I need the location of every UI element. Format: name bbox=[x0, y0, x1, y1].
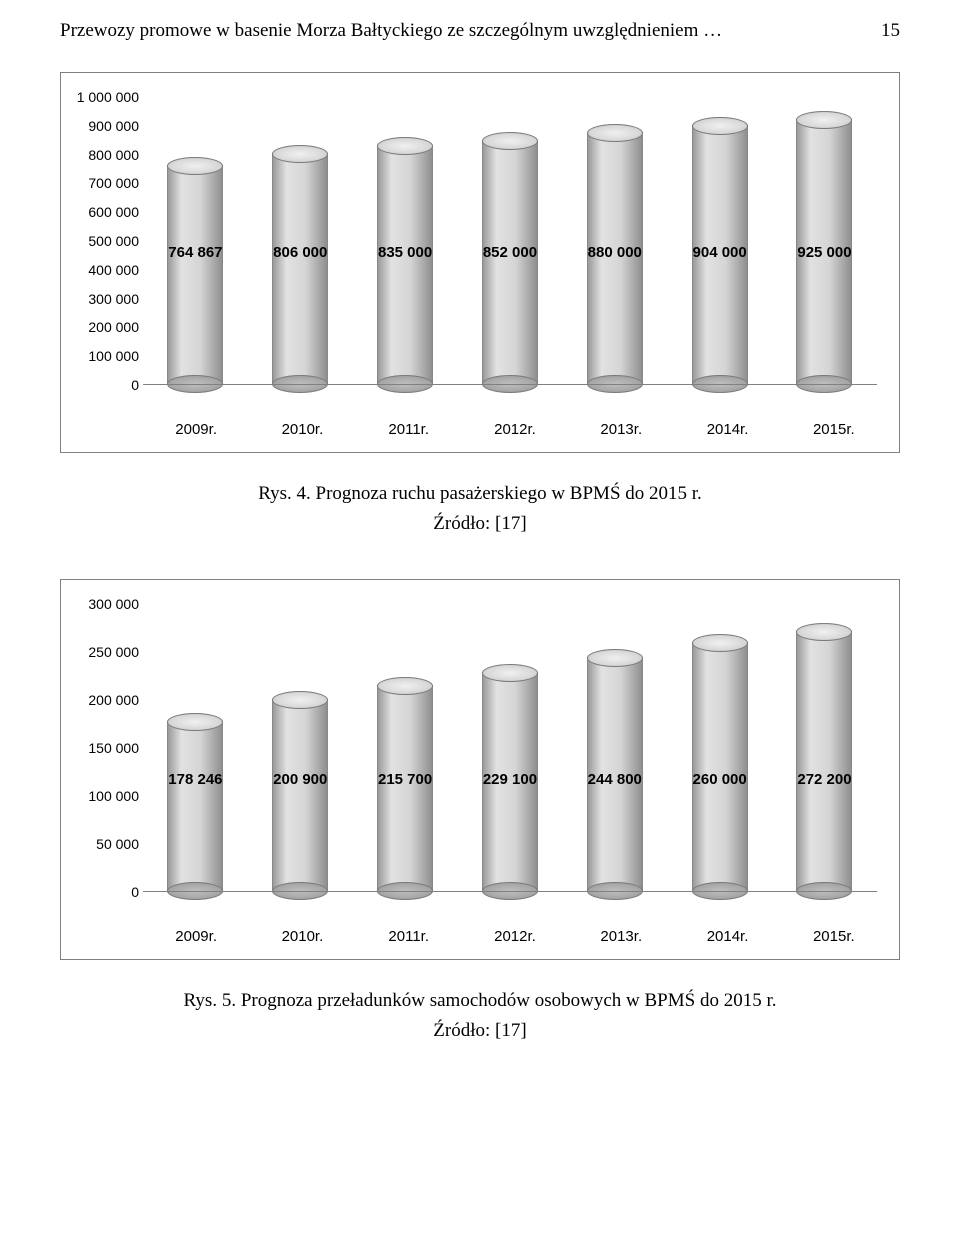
chart-ytick: 150 000 bbox=[73, 740, 139, 756]
chart-value-label: 904 000 bbox=[693, 244, 747, 261]
chart-ytick: 300 000 bbox=[73, 291, 139, 307]
chart-2-inner: 178 246 200 900 215 700 229 100 244 800 260 0… bbox=[61, 580, 899, 959]
chart-2: 178 246 200 900 215 700 229 100 244 800 260 0… bbox=[60, 579, 900, 960]
chart-xlabel: 2013r. bbox=[581, 421, 661, 438]
chart-xlabel: 2014r. bbox=[688, 928, 768, 945]
chart-bar bbox=[796, 631, 852, 892]
chart-ytick: 1 000 000 bbox=[73, 89, 139, 105]
chart-bar bbox=[692, 642, 748, 892]
chart-bar bbox=[377, 145, 433, 385]
chart-bar-column: 925 000 bbox=[784, 119, 864, 385]
chart-xlabel: 2010r. bbox=[262, 421, 342, 438]
chart-bar-column: 835 000 bbox=[365, 145, 445, 385]
chart-1-inner: 764 867 806 000 835 000 852 000 880 000 904 0… bbox=[61, 73, 899, 452]
chart-2-axis bbox=[143, 891, 877, 892]
chart-bar-column: 904 000 bbox=[680, 125, 760, 385]
chart-bar-column: 272 200 bbox=[784, 631, 864, 892]
chart-bar bbox=[167, 721, 223, 892]
chart-value-label: 764 867 bbox=[168, 244, 222, 261]
page: Przewozy promowe w basenie Morza Bałtyck… bbox=[0, 0, 960, 1092]
chart-value-label: 806 000 bbox=[273, 244, 327, 261]
chart-2-caption: Rys. 5. Prognoza przeładunków samochodów… bbox=[60, 990, 900, 1012]
chart-bar-column: 178 246 bbox=[155, 721, 235, 892]
chart-xlabel: 2013r. bbox=[581, 928, 661, 945]
chart-ytick: 200 000 bbox=[73, 692, 139, 708]
chart-bar-column: 880 000 bbox=[575, 132, 655, 385]
chart-xlabel: 2010r. bbox=[262, 928, 342, 945]
chart-bar bbox=[482, 140, 538, 385]
chart-1-xlabels: 2009r. 2010r. 2011r. 2012r. 2013r. 2014r. 2015… bbox=[73, 415, 887, 452]
chart-ytick: 250 000 bbox=[73, 644, 139, 660]
chart-value-label: 260 000 bbox=[693, 771, 747, 788]
chart-2-xlabels: 2009r. 2010r. 2011r. 2012r. 2013r. 2014r. 2015… bbox=[73, 922, 887, 959]
running-head: Przewozy promowe w basenie Morza Bałtyck… bbox=[60, 20, 900, 42]
chart-bar-column: 764 867 bbox=[155, 165, 235, 385]
chart-bar bbox=[167, 165, 223, 385]
chart-ytick: 0 bbox=[73, 884, 139, 900]
chart-xlabel: 2015r. bbox=[794, 928, 874, 945]
chart-value-label: 215 700 bbox=[378, 771, 432, 788]
chart-2-bars: 178 246 200 900 215 700 229 100 244 800 260 0… bbox=[143, 592, 877, 892]
chart-1: 764 867 806 000 835 000 852 000 880 000 904 0… bbox=[60, 72, 900, 453]
chart-1-source: Źródło: [17] bbox=[60, 513, 900, 535]
chart-ytick: 500 000 bbox=[73, 233, 139, 249]
chart-value-label: 925 000 bbox=[797, 244, 851, 261]
chart-xlabel: 2015r. bbox=[794, 421, 874, 438]
chart-value-label: 852 000 bbox=[483, 244, 537, 261]
page-number: 15 bbox=[881, 20, 900, 42]
chart-bar-column: 215 700 bbox=[365, 685, 445, 892]
chart-ytick: 100 000 bbox=[73, 348, 139, 364]
chart-1-caption: Rys. 4. Prognoza ruchu pasażerskiego w B… bbox=[60, 483, 900, 505]
chart-value-label: 229 100 bbox=[483, 771, 537, 788]
chart-ytick: 900 000 bbox=[73, 118, 139, 134]
chart-xlabel: 2012r. bbox=[475, 421, 555, 438]
chart-1-plot: 764 867 806 000 835 000 852 000 880 000 904 0… bbox=[143, 85, 877, 415]
chart-bar-column: 200 900 bbox=[260, 699, 340, 892]
chart-value-label: 244 800 bbox=[588, 771, 642, 788]
chart-2-plot: 178 246 200 900 215 700 229 100 244 800 260 0… bbox=[143, 592, 877, 922]
chart-value-label: 835 000 bbox=[378, 244, 432, 261]
chart-bar-column: 806 000 bbox=[260, 153, 340, 385]
chart-1-axis bbox=[143, 384, 877, 385]
running-title: Przewozy promowe w basenie Morza Bałtyck… bbox=[60, 20, 722, 42]
chart-bar bbox=[377, 685, 433, 892]
chart-xlabel: 2009r. bbox=[156, 421, 236, 438]
chart-xlabel: 2012r. bbox=[475, 928, 555, 945]
chart-ytick: 600 000 bbox=[73, 204, 139, 220]
chart-ytick: 700 000 bbox=[73, 175, 139, 191]
chart-2-source: Źródło: [17] bbox=[60, 1020, 900, 1042]
chart-bar bbox=[272, 699, 328, 892]
chart-ytick: 400 000 bbox=[73, 262, 139, 278]
chart-bar-column: 260 000 bbox=[680, 642, 760, 892]
chart-xlabel: 2009r. bbox=[156, 928, 236, 945]
chart-value-label: 200 900 bbox=[273, 771, 327, 788]
chart-value-label: 880 000 bbox=[588, 244, 642, 261]
chart-ytick: 0 bbox=[73, 377, 139, 393]
chart-bar-column: 244 800 bbox=[575, 657, 655, 892]
chart-bar-column: 852 000 bbox=[470, 140, 550, 385]
chart-xlabel: 2014r. bbox=[688, 421, 768, 438]
chart-xlabel: 2011r. bbox=[369, 421, 449, 438]
chart-bar bbox=[272, 153, 328, 385]
chart-bar-column: 229 100 bbox=[470, 672, 550, 892]
chart-value-label: 178 246 bbox=[168, 771, 222, 788]
chart-ytick: 200 000 bbox=[73, 319, 139, 335]
chart-ytick: 300 000 bbox=[73, 596, 139, 612]
chart-value-label: 272 200 bbox=[797, 771, 851, 788]
chart-xlabel: 2011r. bbox=[369, 928, 449, 945]
chart-1-bars: 764 867 806 000 835 000 852 000 880 000 904 0… bbox=[143, 85, 877, 385]
chart-ytick: 100 000 bbox=[73, 788, 139, 804]
chart-ytick: 50 000 bbox=[73, 836, 139, 852]
chart-ytick: 800 000 bbox=[73, 147, 139, 163]
